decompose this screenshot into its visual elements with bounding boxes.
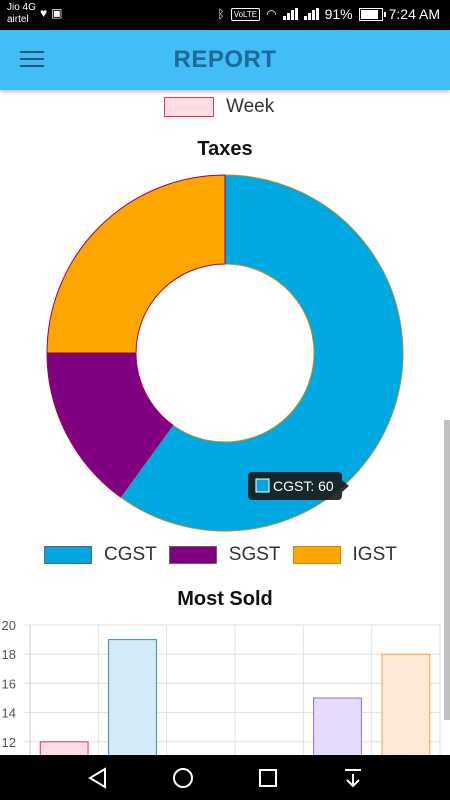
app-bar: REPORT <box>0 30 450 90</box>
battery-percent: 91% <box>324 6 353 22</box>
back-triangle-icon[interactable] <box>85 765 111 791</box>
carrier-1: Jio 4G <box>7 2 36 13</box>
legend-item-cgst[interactable]: CGST <box>44 544 157 566</box>
bar-b[interactable] <box>108 639 157 755</box>
report-content[interactable]: Week Taxes CGST: 60 CGST SGST IGST Most So… <box>0 90 450 755</box>
battery-icon <box>358 7 386 21</box>
week-legend[interactable]: Week <box>164 96 274 118</box>
y-tick-14: 14 <box>2 706 16 721</box>
bar-f[interactable] <box>381 653 431 755</box>
donut-slice-igst[interactable] <box>46 174 226 354</box>
legend-label-sgst: SGST <box>228 544 281 565</box>
taxes-chart-title: Taxes <box>197 138 253 160</box>
donut-slice-cgst[interactable] <box>119 174 404 532</box>
donut-slice-sgst[interactable] <box>46 352 174 498</box>
signal-1-icon <box>282 8 298 20</box>
heart-rate-icon: ♥ <box>40 6 48 20</box>
pull-down-icon[interactable] <box>340 765 366 791</box>
bar-e[interactable] <box>313 697 362 755</box>
hamburger-menu-icon[interactable] <box>20 48 50 72</box>
most-sold-chart-title: Most Sold <box>177 588 273 610</box>
bar-a[interactable] <box>39 741 89 755</box>
legend-label-cgst: CGST <box>104 544 157 565</box>
legend-item-igst[interactable]: IGST <box>292 544 397 566</box>
legend-swatch-igst <box>292 546 341 564</box>
taxes-legend: CGST SGST IGST <box>44 544 409 566</box>
bluetooth-icon: ᛒ <box>217 7 225 21</box>
legend-item-sgst[interactable]: SGST <box>168 544 281 566</box>
signal-2-icon <box>303 8 319 20</box>
legend-swatch-sgst <box>168 546 217 564</box>
system-indicators: ᛒ VoLTE ◠ 91% 7:24 AM <box>217 6 440 22</box>
taxes-donut-chart[interactable]: CGST: 60 <box>0 170 450 540</box>
donut-tooltip: CGST: 60 <box>248 472 349 500</box>
legend-label-igst: IGST <box>352 544 397 565</box>
notification-icons: ♥ ▣ <box>40 6 62 20</box>
week-legend-swatch <box>164 97 214 117</box>
page-title: REPORT <box>173 46 277 73</box>
battery-fill <box>360 9 378 19</box>
clock: 7:24 AM <box>388 6 440 22</box>
volte-badge: VoLTE <box>230 7 261 21</box>
tooltip-text: CGST: 60 <box>273 478 334 494</box>
carrier-2: airtel <box>7 14 29 25</box>
y-tick-18: 18 <box>2 647 16 662</box>
status-bar: Jio 4G airtel ♥ ▣ ᛒ VoLTE ◠ 91% 7:24 AM <box>0 0 450 30</box>
wifi-icon: ◠ <box>266 7 277 21</box>
gallery-icon: ▣ <box>51 6 63 20</box>
y-tick-16: 16 <box>2 676 16 691</box>
y-tick-12: 12 <box>2 735 16 750</box>
home-circle-icon[interactable] <box>170 765 196 791</box>
scrollbar[interactable] <box>444 420 450 720</box>
carrier-info: Jio 4G airtel <box>7 2 36 26</box>
recents-square-icon[interactable] <box>255 765 281 791</box>
legend-swatch-cgst <box>44 546 92 564</box>
y-tick-20: 20 <box>2 618 16 633</box>
week-legend-label: Week <box>226 96 275 117</box>
navigation-bar <box>0 755 450 800</box>
most-sold-bar-chart[interactable]: 12 14 16 18 20 <box>0 615 450 755</box>
tooltip-swatch <box>255 478 270 493</box>
